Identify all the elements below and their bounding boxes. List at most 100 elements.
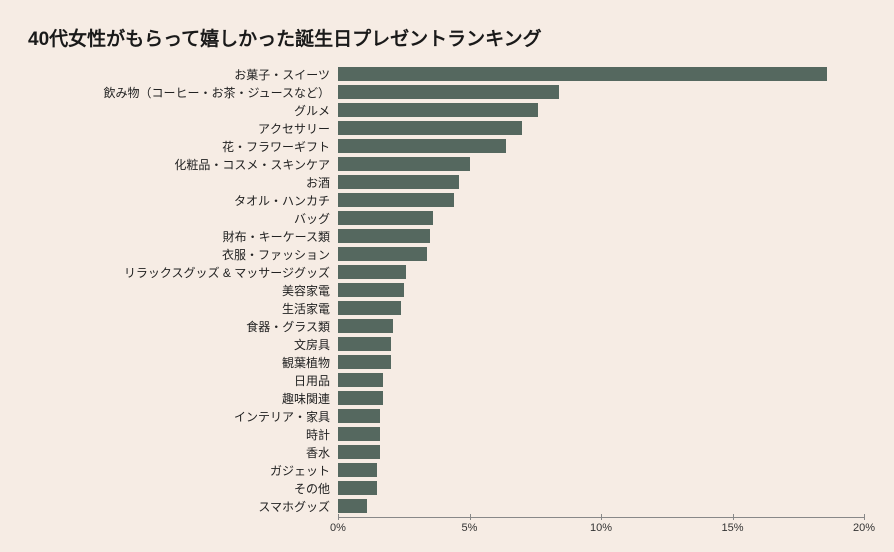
bar-track (338, 137, 864, 155)
bar (338, 301, 401, 315)
bar-row: 飲み物（コーヒー・お茶・ジュースなど） (28, 83, 864, 101)
bar (338, 85, 559, 99)
category-label: バッグ (28, 210, 338, 227)
category-label: 財布・キーケース類 (28, 228, 338, 245)
axis-tick-label: 15% (721, 522, 743, 534)
axis-tick (601, 514, 602, 520)
bar-track (338, 317, 864, 335)
bar-track (338, 245, 864, 263)
bar-row: 時計 (28, 425, 864, 443)
bar (338, 283, 404, 297)
bar-row: リラックスグッズ & マッサージグッズ (28, 263, 864, 281)
category-label: リラックスグッズ & マッサージグッズ (28, 264, 338, 281)
bar-track (338, 371, 864, 389)
bar-track (338, 479, 864, 497)
bar-row: グルメ (28, 101, 864, 119)
bar (338, 355, 391, 369)
bar-track (338, 173, 864, 191)
bar-row: 生活家電 (28, 299, 864, 317)
bar-row: お菓子・スイーツ (28, 65, 864, 83)
bar-track (338, 281, 864, 299)
category-label: ガジェット (28, 462, 338, 479)
bar-track (338, 227, 864, 245)
bar (338, 481, 377, 495)
bar-row: その他 (28, 479, 864, 497)
bar-track (338, 65, 864, 83)
bar-row: お酒 (28, 173, 864, 191)
bar-row: アクセサリー (28, 119, 864, 137)
bar-row: インテリア・家具 (28, 407, 864, 425)
bar-track (338, 191, 864, 209)
category-label: 観葉植物 (28, 354, 338, 371)
bar-row: 食器・グラス類 (28, 317, 864, 335)
category-label: 趣味関連 (28, 390, 338, 407)
bar (338, 175, 459, 189)
axis-spacer (28, 517, 338, 535)
bar (338, 265, 406, 279)
axis-tick-label: 10% (590, 522, 612, 534)
axis-tick (338, 514, 339, 520)
bar-track (338, 461, 864, 479)
bar (338, 427, 380, 441)
bar (338, 499, 367, 513)
bar (338, 121, 522, 135)
axis-tick-label: 0% (330, 522, 346, 534)
category-label: タオル・ハンカチ (28, 192, 338, 209)
bar (338, 139, 506, 153)
category-label: スマホグッズ (28, 498, 338, 515)
axis-tick (864, 514, 865, 520)
category-label: 衣服・ファッション (28, 246, 338, 263)
bar-track (338, 119, 864, 137)
bar-track (338, 497, 864, 515)
bar (338, 67, 827, 81)
axis-tick-label: 20% (853, 522, 875, 534)
bar-row: スマホグッズ (28, 497, 864, 515)
bar-track (338, 389, 864, 407)
category-label: 生活家電 (28, 300, 338, 317)
category-label: 美容家電 (28, 282, 338, 299)
category-label: グルメ (28, 102, 338, 119)
bar (338, 463, 377, 477)
bar-track (338, 155, 864, 173)
bar (338, 337, 391, 351)
bar (338, 391, 383, 405)
category-label: 飲み物（コーヒー・お茶・ジュースなど） (28, 84, 338, 101)
bar-track (338, 101, 864, 119)
bar (338, 445, 380, 459)
bar-row: 日用品 (28, 371, 864, 389)
bar-track (338, 443, 864, 461)
x-axis: 0%5%10%15%20% (28, 517, 864, 535)
bar (338, 247, 427, 261)
category-label: その他 (28, 480, 338, 497)
category-label: 文房具 (28, 336, 338, 353)
bar-track (338, 263, 864, 281)
category-label: アクセサリー (28, 120, 338, 137)
bar (338, 229, 430, 243)
bar (338, 409, 380, 423)
chart-container: 40代女性がもらって嬉しかった誕生日プレゼントランキング お菓子・スイーツ飲み物… (0, 0, 894, 552)
bar-row: ガジェット (28, 461, 864, 479)
axis-tick-label: 5% (462, 522, 478, 534)
category-label: 時計 (28, 426, 338, 443)
bar-track (338, 299, 864, 317)
bar (338, 193, 454, 207)
bar-track (338, 83, 864, 101)
bar (338, 211, 433, 225)
bar-track (338, 353, 864, 371)
bar (338, 319, 393, 333)
bar (338, 157, 470, 171)
bar-row: 化粧品・コスメ・スキンケア (28, 155, 864, 173)
bar-row: 趣味関連 (28, 389, 864, 407)
category-label: 日用品 (28, 372, 338, 389)
category-label: お酒 (28, 174, 338, 191)
bar-row: 文房具 (28, 335, 864, 353)
bar (338, 103, 538, 117)
axis-tick (470, 514, 471, 520)
category-label: インテリア・家具 (28, 408, 338, 425)
bar-track (338, 425, 864, 443)
category-label: お菓子・スイーツ (28, 66, 338, 83)
axis-tick (733, 514, 734, 520)
axis-line: 0%5%10%15%20% (338, 517, 864, 535)
bar-row: 花・フラワーギフト (28, 137, 864, 155)
bar-row: タオル・ハンカチ (28, 191, 864, 209)
